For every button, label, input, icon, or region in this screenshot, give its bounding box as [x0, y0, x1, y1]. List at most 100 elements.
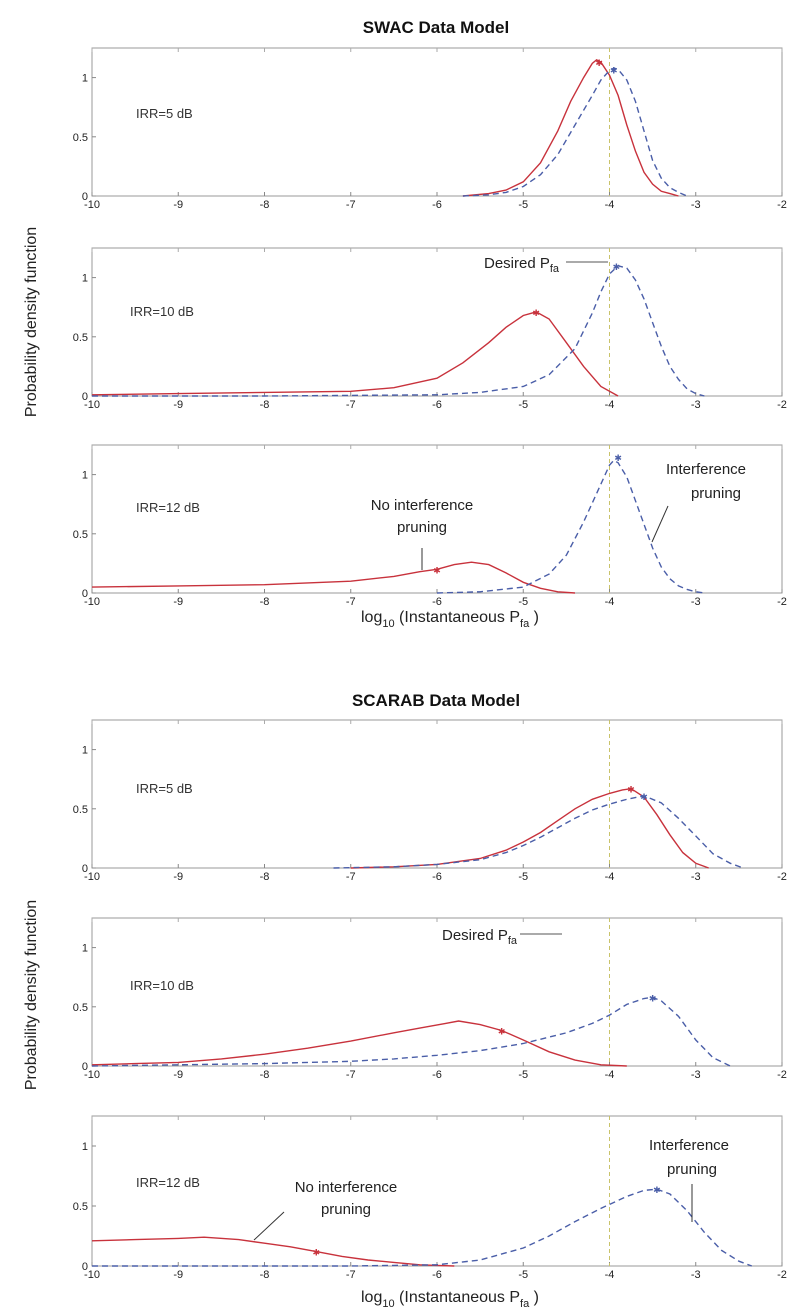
series-marker: ✱: [532, 309, 540, 319]
x-tick-label: -8: [260, 1269, 270, 1281]
x-tick-label: -2: [777, 399, 787, 411]
panel-1: SWAC Data Model -10 -9 -8 -7 -6 -5 -4 -3 -2 0 0.5 1 I…: [73, 18, 787, 211]
x-tick-label: -5: [518, 871, 528, 883]
y-tick-label: 1: [82, 73, 88, 85]
x-tick-label: -3: [691, 1269, 701, 1281]
x-tick-label: -10: [84, 399, 100, 411]
y-tick-label: 0.5: [73, 529, 88, 541]
x-tick-label: -10: [84, 1269, 100, 1281]
x-tick-label: -7: [346, 871, 356, 883]
y-tick-label: 1: [82, 745, 88, 757]
x-tick-label: -8: [260, 596, 270, 608]
pruning-annotation: Interference: [666, 461, 746, 478]
y-tick-label: 0: [82, 391, 88, 403]
x-tick-label: -5: [518, 399, 528, 411]
panel-5: -10 -9 -8 -7 -6 -5 -4 -3 -2 0 0.5 1 IRR=10 dB ✱ ✱ Desir…: [73, 917, 787, 1081]
x-tick-label: -5: [518, 1269, 528, 1281]
x-tick-label: -6: [432, 1069, 442, 1081]
series-no-interference-pruning: [462, 58, 679, 197]
y-tick-label: 0: [82, 191, 88, 203]
x-tick-label: -4: [605, 399, 615, 411]
x-tick-label: -3: [691, 871, 701, 883]
panel-6: -10 -9 -8 -7 -6 -5 -4 -3 -2 0 0.5 1 IRR=12 dB ✱ ✱ No in…: [73, 1115, 787, 1310]
series-marker: ✱: [613, 263, 621, 273]
y-tick-label: 1: [82, 470, 88, 482]
x-tick-label: -10: [84, 1069, 100, 1081]
pruning-annotation-line2: pruning: [667, 1161, 717, 1178]
x-tick-label: -6: [432, 399, 442, 411]
series-interference-pruning: [333, 795, 744, 869]
desired-pfa-annotation: Desired Pfa: [442, 927, 518, 947]
y-tick-label: 0: [82, 1061, 88, 1073]
series-no-interference-pruning: [91, 561, 576, 594]
y-tick-label: 0.5: [73, 804, 88, 816]
series-interference-pruning: [436, 459, 705, 594]
x-tick-label: -9: [173, 1269, 183, 1281]
y-tick-label: 1: [82, 1141, 88, 1153]
no-pruning-annotation-line2: pruning: [321, 1201, 371, 1218]
x-tick-label: -3: [691, 399, 701, 411]
x-axis-label: log10 (Instantaneous Pfa ): [361, 609, 539, 630]
series-no-interference-pruning: [350, 787, 709, 869]
x-tick-label: -6: [432, 596, 442, 608]
y-tick-label: 1: [82, 943, 88, 955]
irr-label: IRR=12 dB: [136, 1175, 200, 1190]
y-tick-label: 0.5: [73, 332, 88, 344]
series-marker: ✱: [312, 1249, 320, 1259]
x-tick-label: -10: [84, 871, 100, 883]
y-tick-label: 0.5: [73, 1201, 88, 1213]
panel-title: SCARAB Data Model: [352, 691, 520, 710]
series-interference-pruning: [92, 1188, 753, 1267]
annotation-leader: [651, 505, 669, 543]
x-tick-label: -6: [432, 1269, 442, 1281]
x-tick-label: -8: [260, 399, 270, 411]
no-pruning-annotation: No interference: [295, 1179, 398, 1196]
series-interference-pruning: [92, 265, 705, 397]
irr-label: IRR=10 dB: [130, 304, 194, 319]
panel-2: -10 -9 -8 -7 -6 -5 -4 -3 -2 0 0.5 1 IRR=10 dB ✱ ✱ Desir…: [73, 247, 787, 411]
series-marker: ✱: [610, 66, 618, 76]
y-tick-label: 0: [82, 1261, 88, 1273]
x-tick-label: -9: [173, 199, 183, 211]
x-tick-label: -6: [432, 871, 442, 883]
y-tick-label: 0.5: [73, 1002, 88, 1014]
plot-frame: [91, 917, 783, 1067]
plot-frame: [91, 47, 783, 197]
y-tick-label: 0: [82, 588, 88, 600]
x-tick-label: -10: [84, 596, 100, 608]
pruning-annotation: Interference: [649, 1137, 729, 1154]
irr-label: IRR=12 dB: [136, 500, 200, 515]
x-tick-label: -4: [605, 1069, 615, 1081]
x-tick-label: -3: [691, 596, 701, 608]
irr-label: IRR=5 dB: [136, 781, 193, 796]
x-tick-label: -4: [605, 1269, 615, 1281]
x-tick-label: -2: [777, 596, 787, 608]
x-tick-label: -5: [518, 199, 528, 211]
y-tick-label: 1: [82, 273, 88, 285]
y-axis-label-1: Probability density function: [23, 227, 40, 417]
x-tick-label: -2: [777, 1269, 787, 1281]
series-no-interference-pruning: [91, 1236, 455, 1267]
annotation-leader: [253, 1211, 285, 1241]
x-tick-label: -9: [173, 399, 183, 411]
series-marker: ✱: [614, 454, 622, 464]
x-tick-label: -4: [605, 199, 615, 211]
irr-label: IRR=10 dB: [130, 978, 194, 993]
y-tick-label: 0.5: [73, 132, 88, 144]
x-tick-label: -7: [346, 399, 356, 411]
series-marker: ✱: [595, 59, 603, 69]
pruning-annotation-line2: pruning: [691, 485, 741, 502]
x-tick-label: -2: [777, 1069, 787, 1081]
x-tick-label: -3: [691, 1069, 701, 1081]
panel-3: -10 -9 -8 -7 -6 -5 -4 -3 -2 0 0.5 1 IRR=12 dB ✱ ✱ No in…: [73, 444, 787, 630]
panel-4: SCARAB Data Model -10 -9 -8 -7 -6 -5 -4 -3 -2 0 0.5…: [73, 691, 787, 883]
x-tick-label: -5: [518, 596, 528, 608]
series-marker: ✱: [433, 566, 441, 576]
x-tick-label: -2: [777, 871, 787, 883]
panel-title: SWAC Data Model: [363, 18, 509, 37]
series-marker: ✱: [653, 1186, 661, 1196]
y-axis-label-2: Probability density function: [23, 900, 40, 1090]
no-pruning-annotation-line2: pruning: [397, 519, 447, 536]
x-axis-label: log10 (Instantaneous Pfa ): [361, 1289, 539, 1310]
